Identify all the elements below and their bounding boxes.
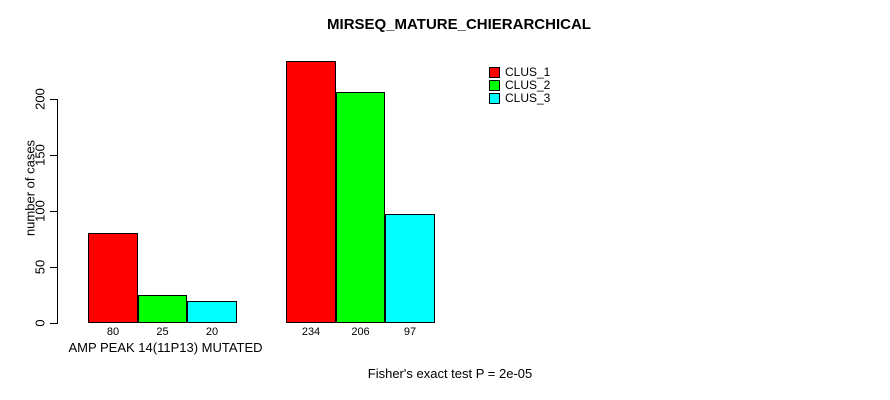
y-tick-mark [50, 323, 58, 324]
bar-clus_2-group1 [138, 295, 187, 323]
legend: CLUS_1 CLUS_2 CLUS_3 [489, 66, 550, 105]
bar-clus_3-group1 [187, 301, 237, 323]
y-tick-mark [50, 99, 58, 100]
y-tick-label: 50 [32, 259, 48, 275]
y-tick-label: 100 [32, 200, 48, 222]
y-tick-label: 150 [32, 144, 48, 166]
legend-label: CLUS_1 [505, 65, 551, 79]
bar-value-label: 80 [106, 326, 120, 338]
y-tick-mark [50, 211, 58, 212]
y-tick-mark [50, 155, 58, 156]
bar-clus_1-group1 [88, 233, 138, 323]
legend-swatch [489, 67, 500, 78]
bar-value-label: 97 [403, 326, 417, 338]
legend-item-clus_1: CLUS_1 [489, 66, 550, 79]
legend-swatch [489, 80, 500, 91]
y-tick-label: 200 [32, 88, 48, 110]
annotation-fisher-test: Fisher's exact test P = 2e-05 [367, 366, 533, 381]
bar-clus_3-group2 [385, 214, 435, 323]
chart-title: MIRSEQ_MATURE_CHIERARCHICAL [327, 16, 591, 33]
bar-clus_2-group2 [336, 92, 385, 323]
legend-label: CLUS_2 [505, 78, 551, 92]
bar-value-label: 234 [301, 326, 321, 338]
legend-label: CLUS_3 [505, 91, 551, 105]
x-category-label: AMP PEAK 14(11P13) MUTATED [68, 340, 263, 355]
bar-value-label: 206 [351, 326, 370, 338]
bar-clus_1-group2 [286, 61, 336, 323]
bar-value-label: 20 [205, 326, 219, 338]
y-tick-label: 0 [32, 319, 48, 327]
bar-value-label: 25 [156, 326, 169, 338]
legend-item-clus_2: CLUS_2 [489, 79, 550, 92]
y-tick-mark [50, 267, 58, 268]
legend-item-clus_3: CLUS_3 [489, 92, 550, 105]
legend-swatch [489, 93, 500, 104]
